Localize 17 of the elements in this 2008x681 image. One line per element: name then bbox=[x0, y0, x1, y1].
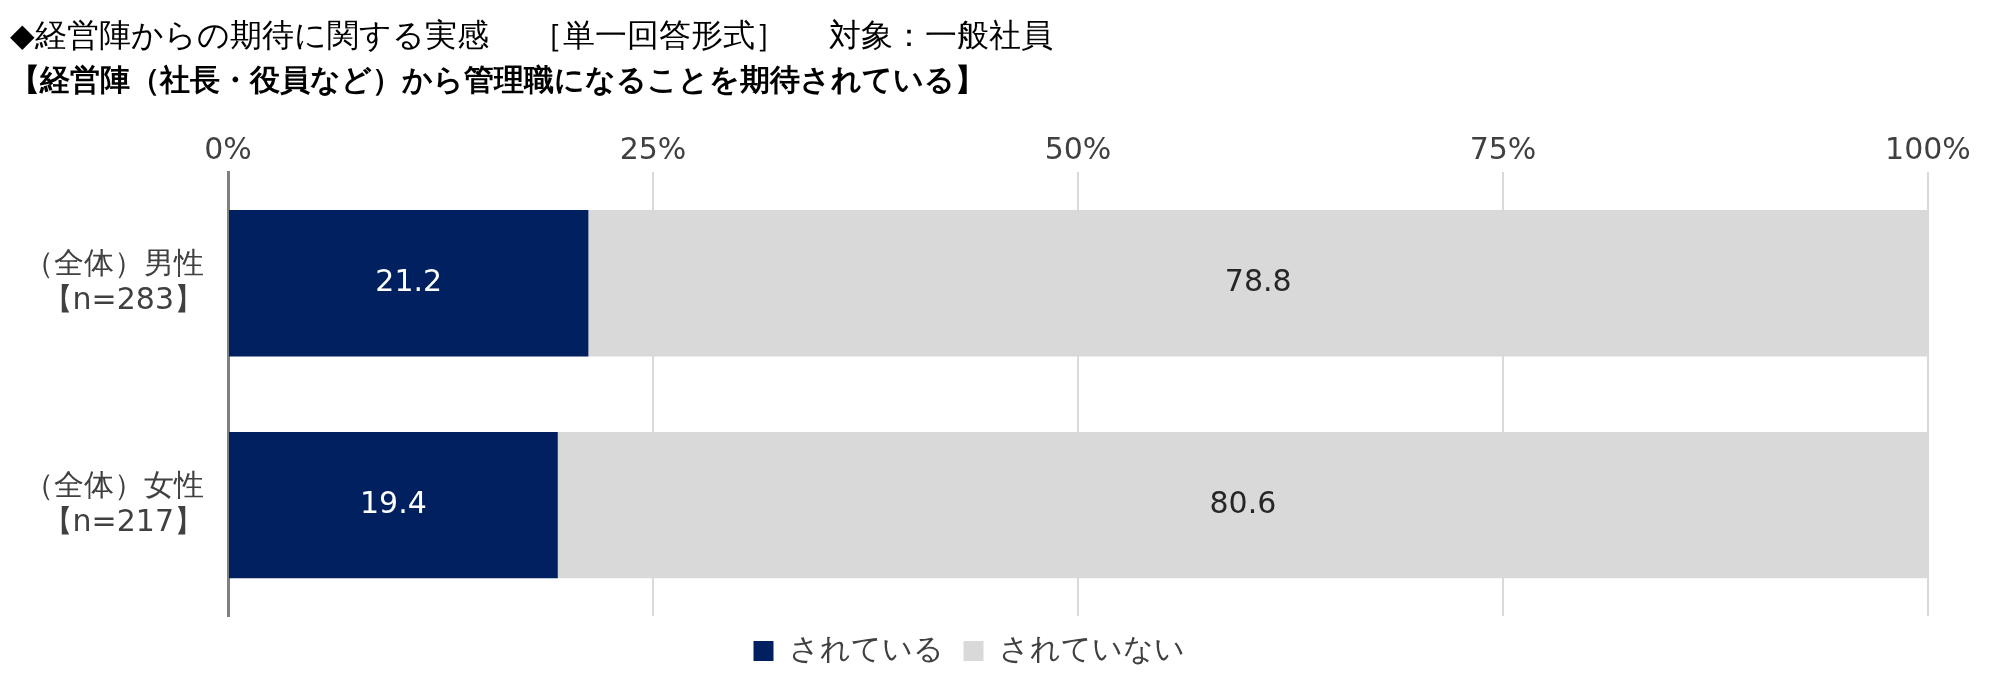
y-tick-label: （全体）女性【n=217】 bbox=[24, 466, 204, 538]
legend-label: されていない bbox=[998, 630, 1185, 666]
y-tick-label: （全体）男性【n=283】 bbox=[24, 245, 204, 317]
bar bbox=[229, 210, 589, 357]
data-label: 19.4 bbox=[360, 484, 427, 520]
data-label: 80.6 bbox=[1209, 484, 1277, 520]
data-label: 21.2 bbox=[375, 263, 443, 299]
x-tick-label: 75% bbox=[1469, 131, 1537, 167]
x-tick-label: 0% bbox=[204, 131, 252, 167]
bar bbox=[229, 431, 558, 579]
chart-subtitle: 【経営陣（社長・役員など）から管理職になることを期待されている】 bbox=[10, 62, 985, 98]
x-tick-label: 100% bbox=[1885, 131, 1971, 167]
chart-title: ◆経営陣からの期待に関する実感 ［単一回答形式］ 対象：一般社員 bbox=[10, 15, 1053, 54]
x-tick-label: 25% bbox=[619, 131, 687, 167]
legend-label: されている bbox=[788, 630, 944, 666]
data-label: 78.8 bbox=[1224, 263, 1292, 299]
x-tick-label: 50% bbox=[1044, 131, 1112, 167]
